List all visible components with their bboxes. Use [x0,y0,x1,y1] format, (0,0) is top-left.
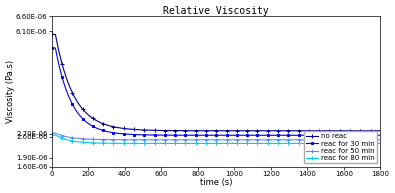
reac for 30 min [249,134,254,136]
no reac [49,33,54,36]
reac for 80 min [378,142,383,145]
no reac [240,130,245,132]
reac for 30 min [240,134,245,136]
Line: reac for 80 min: reac for 80 min [50,133,382,145]
Line: reac for 30 min: reac for 30 min [50,47,382,137]
Y-axis label: Viscosity (Pa.s): Viscosity (Pa.s) [6,60,15,123]
reac for 30 min [70,102,74,104]
no reac [333,130,337,132]
reac for 50 min [70,136,74,139]
no reac [299,130,303,132]
reac for 50 min [378,139,383,141]
reac for 50 min [259,139,263,141]
Legend: no reac, reac for 30 min, reac for 50 min, reac for 80 min: no reac, reac for 30 min, reac for 50 mi… [304,131,377,163]
reac for 80 min [259,142,263,145]
reac for 30 min [378,134,383,136]
no reac [259,130,263,132]
no reac [249,130,254,132]
reac for 30 min [333,134,337,136]
reac for 80 min [70,140,74,142]
reac for 50 min [333,139,337,141]
reac for 80 min [333,142,337,145]
reac for 80 min [299,142,303,145]
reac for 50 min [49,132,54,134]
Title: Relative Viscosity: Relative Viscosity [163,6,269,16]
X-axis label: time (s): time (s) [200,179,232,187]
reac for 30 min [259,134,263,136]
reac for 80 min [240,142,245,145]
no reac [70,91,74,93]
reac for 50 min [299,139,303,141]
reac for 30 min [49,47,54,49]
reac for 80 min [49,134,54,136]
reac for 30 min [299,134,303,136]
reac for 80 min [249,142,254,145]
Line: no reac: no reac [50,33,382,132]
Line: reac for 50 min: reac for 50 min [50,131,382,141]
no reac [378,130,383,132]
reac for 50 min [240,139,245,141]
reac for 50 min [249,139,254,141]
